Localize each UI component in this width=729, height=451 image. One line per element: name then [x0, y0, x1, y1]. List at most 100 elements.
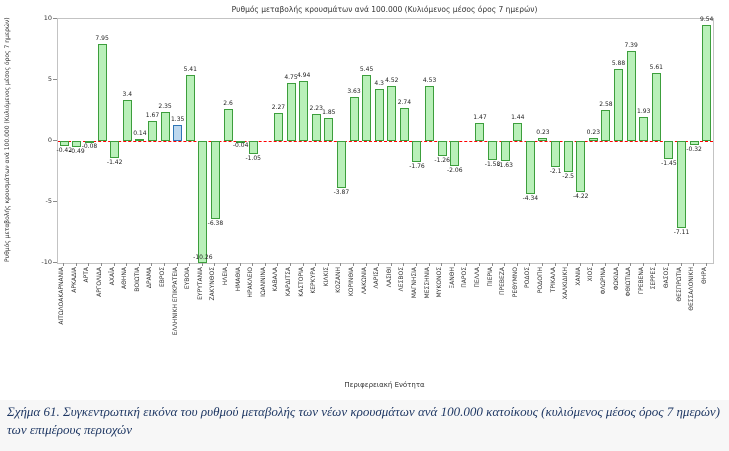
bar — [374, 88, 384, 141]
bar-value-label: -1.76 — [409, 163, 425, 171]
x-tick-label: ΧΑΝΙΑ — [574, 267, 582, 286]
bar — [173, 124, 183, 141]
bar-value-label: 1.47 — [473, 114, 487, 122]
x-tick-mark — [529, 263, 531, 266]
x-tick-mark — [466, 263, 468, 266]
bar — [236, 141, 246, 143]
bar — [299, 80, 309, 141]
x-tick-label: ΠΡΕΒΕΖΑ — [499, 267, 507, 296]
bar-value-label: -1.05 — [245, 154, 261, 162]
x-tick-label: ΕΥΒΟΙΑ — [184, 267, 192, 290]
x-tick-label: ΜΕΣΣΗΝΙΑ — [423, 267, 431, 299]
x-tick-label: ΚΟΡΙΝΘΙΑ — [348, 267, 355, 297]
bar — [273, 113, 283, 141]
x-tick-mark — [113, 263, 115, 266]
bar — [324, 118, 334, 141]
x-tick-label: ΕΒΡΟΣ — [159, 267, 167, 288]
bar-value-label: -4.34 — [522, 194, 539, 202]
bar-value-label: 5.45 — [359, 65, 374, 73]
bar-value-label: 4.52 — [385, 76, 399, 84]
x-tick-label: ΠΕΛΛΑ — [473, 267, 481, 288]
bar-value-label: 1.35 — [170, 115, 185, 123]
bar — [702, 24, 712, 141]
y-tick-label: 10 — [43, 14, 52, 22]
x-tick-mark — [378, 263, 380, 266]
x-tick-label: ΜΑΓΝΗΣΙΑ — [410, 267, 418, 299]
bar — [210, 141, 220, 219]
bar-value-label: 2.74 — [397, 98, 412, 106]
x-tick-label: ΔΡΑΜΑ — [146, 267, 154, 289]
x-tick-mark — [189, 263, 191, 266]
x-tick-label: ΚΟΖΑΝΗ — [335, 267, 343, 293]
y-tick-mark — [53, 201, 57, 202]
x-tick-mark — [390, 263, 392, 266]
bar-value-label: 4.75 — [284, 74, 298, 82]
x-tick-mark — [290, 263, 292, 266]
bar-value-label: 4.94 — [296, 71, 311, 79]
y-tick-label: -5 — [45, 197, 52, 205]
bar-value-label: 2.23 — [309, 104, 323, 112]
bar-value-label: 0.14 — [133, 130, 147, 138]
bar-value-label: 1.85 — [322, 109, 336, 117]
x-tick-mark — [138, 263, 140, 266]
bar — [399, 107, 409, 141]
bar — [651, 72, 661, 141]
x-tick-label: ΘΕΣΠΡΩΤΙΑ — [675, 267, 683, 302]
x-tick-label: ΛΑΚΩΝΙΑ — [360, 267, 368, 295]
bar — [72, 141, 82, 147]
plot-area: -0.42 -0.49 -0.08 7.95 -1.42 3.4 0.14 1.67 2.35 1… — [57, 15, 714, 264]
x-tick-mark — [277, 263, 279, 266]
x-tick-label: ΛΕΣΒΟΣ — [398, 267, 406, 292]
x-tick-label: ΤΡΙΚΑΛΑ — [549, 267, 557, 293]
y-axis-label: Ρυθμός μεταβολής κρουσμάτων ανά 100.000 … — [4, 17, 11, 262]
figure-caption: Σχήμα 61. Συγκεντρωτική εικόνα του ρυθμο… — [7, 404, 720, 437]
x-tick-mark — [541, 263, 543, 266]
bar — [311, 113, 321, 141]
bar — [677, 141, 686, 228]
x-tick-label: ΖΑΚΥΝΘΟΣ — [209, 267, 217, 301]
x-tick-mark — [604, 263, 606, 266]
bar-value-label: -2.06 — [447, 167, 463, 175]
bar — [286, 83, 296, 141]
y-tick-mark — [53, 262, 57, 263]
bar — [387, 85, 397, 141]
x-tick-mark — [705, 263, 707, 266]
bar-value-label: 5.61 — [649, 63, 663, 71]
bar-value-label: 9.54 — [700, 15, 714, 23]
bar — [525, 141, 535, 194]
bar-value-label: 1.93 — [637, 108, 651, 116]
bar — [425, 85, 435, 141]
x-tick-mark — [642, 263, 644, 266]
x-tick-label: ΘΕΣΣΑΛΟΝΙΚΗ — [688, 267, 696, 311]
x-tick-label: ΚΕΡΚΥΡΑ — [310, 267, 318, 294]
x-tick-label: ΚΑΒΑΛΑ — [272, 267, 280, 292]
x-tick-label: ΦΛΩΡΙΝΑ — [599, 267, 607, 295]
bar — [185, 74, 195, 141]
bar — [135, 139, 145, 142]
x-tick-label: ΑΧΑΪΑ — [108, 267, 116, 286]
x-tick-mark — [504, 263, 506, 266]
bar — [639, 117, 649, 141]
x-tick-mark — [415, 263, 417, 266]
bar-value-label: 2.58 — [599, 100, 613, 108]
x-tick-mark — [516, 263, 518, 266]
x-tick-mark — [239, 263, 241, 266]
x-tick-mark — [353, 263, 354, 266]
bar-value-label: 3.63 — [347, 87, 361, 95]
x-tick-mark — [126, 263, 128, 266]
bar-value-label: -1.45 — [661, 159, 677, 167]
x-tick-mark — [264, 263, 266, 266]
x-tick-mark — [554, 263, 556, 266]
x-tick-mark — [151, 263, 153, 266]
x-tick-label: ΞΑΝΘΗ — [448, 267, 456, 289]
x-tick-label: ΗΜΑΘΙΑ — [234, 267, 242, 292]
x-tick-mark — [227, 263, 229, 266]
bar-value-label: 7.95 — [95, 35, 109, 42]
bar-value-label: -7.11 — [673, 228, 690, 236]
x-tick-mark — [164, 263, 166, 266]
bar-value-label: 2.6 — [223, 100, 233, 108]
x-tick-label: ΚΑΡΔΙΤΣΑ — [285, 267, 293, 297]
x-tick-mark — [617, 263, 619, 266]
bar-value-label: -0.49 — [69, 147, 85, 155]
bar — [248, 141, 258, 154]
